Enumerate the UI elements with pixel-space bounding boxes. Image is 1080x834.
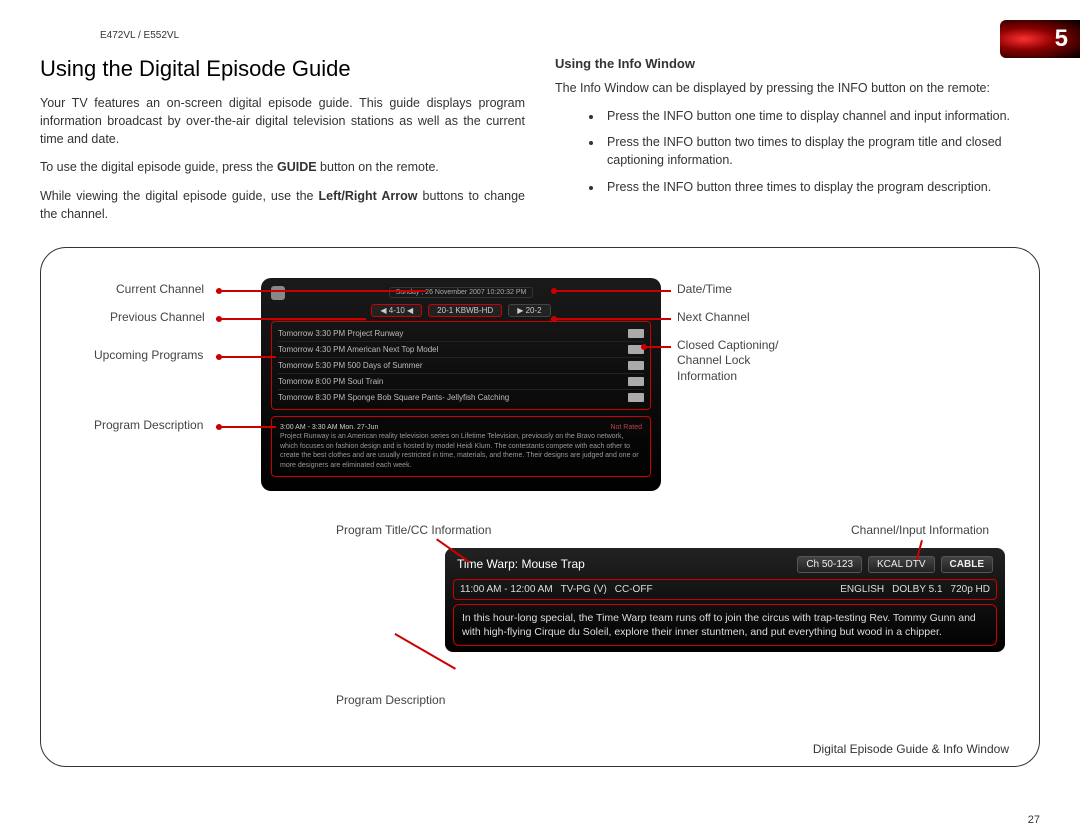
leader-line [551, 290, 671, 292]
leader-line [216, 318, 366, 320]
info-bullet-3: Press the INFO button three times to dis… [603, 178, 1040, 196]
info-cc-row: 11:00 AM - 12:00 AM TV-PG (V) CC-OFF ENG… [453, 579, 997, 600]
diagram-caption: Digital Episode Guide & Info Window [813, 742, 1009, 756]
info-bullet-2: Press the INFO button two times to displ… [603, 133, 1040, 169]
leader-line [216, 356, 276, 358]
guide-next-channel: ▶ 20-2 [508, 304, 550, 317]
info-channel-name: KCAL DTV [868, 556, 935, 573]
info-input: CABLE [941, 556, 993, 573]
section-title-right: Using the Info Window [555, 56, 1040, 71]
section-title-left: Using the Digital Episode Guide [40, 56, 525, 82]
info-channel: Ch 50-123 [797, 556, 862, 573]
info-bullet-1: Press the INFO button one time to displa… [603, 107, 1040, 125]
callout-datetime: Date/Time [677, 282, 732, 296]
callout-current-channel: Current Channel [116, 282, 204, 296]
cc-badge-icon [628, 361, 644, 370]
leader-line [216, 290, 426, 292]
guide-description: 3:00 AM - 3:30 AM Mon. 27-Jun Not Rated … [271, 416, 651, 477]
guide-prev-channel: ◀ 4-10 ◀ [371, 304, 422, 317]
chapter-tab: 5 [1000, 20, 1080, 58]
list-item: Tomorrow 8:00 PM Soul Train [278, 374, 644, 390]
list-item: Tomorrow 3:30 PM Project Runway [278, 326, 644, 342]
info-window-screenshot: Time Warp: Mouse Trap Ch 50-123 KCAL DTV… [445, 548, 1005, 652]
callout-upcoming: Upcoming Programs [94, 348, 203, 362]
right-column: Using the Info Window The Info Window ca… [555, 56, 1040, 233]
info-description: In this hour-long special, the Time Warp… [453, 604, 997, 646]
guide-program-list: Tomorrow 3:30 PM Project Runway Tomorrow… [271, 321, 651, 410]
list-item: Tomorrow 5:30 PM 500 Days of Summer [278, 358, 644, 374]
leader-line [216, 426, 276, 428]
left-p3: While viewing the digital episode guide,… [40, 187, 525, 223]
callout-next-channel: Next Channel [677, 310, 750, 324]
list-item: Tomorrow 4:30 PM American Next Top Model [278, 342, 644, 358]
page-number: 27 [1028, 814, 1040, 826]
diagram-frame: Sunday , 26 November 2007 10:20:32 PM ◀ … [40, 247, 1040, 767]
leader-line [641, 346, 671, 348]
left-column: Using the Digital Episode Guide Your TV … [40, 56, 525, 233]
model-header: E472VL / E552VL [100, 30, 1040, 41]
cc-badge-icon [628, 377, 644, 386]
callout-previous-channel: Previous Channel [110, 310, 205, 324]
callout-cc-lock: Closed Captioning/ Channel Lock Informat… [677, 338, 778, 385]
callout-progdesc2: Program Description [336, 693, 445, 707]
content-columns: Using the Digital Episode Guide Your TV … [40, 56, 1040, 233]
guide-current-channel: 20-1 KBWB-HD [428, 304, 502, 317]
guide-logo-icon [271, 286, 285, 300]
info-button-list: Press the INFO button one time to displa… [603, 107, 1040, 196]
info-title: Time Warp: Mouse Trap [457, 557, 585, 571]
left-p1: Your TV features an on-screen digital ep… [40, 94, 525, 148]
callout-prog-title-cc: Program Title/CC Information [336, 523, 491, 537]
list-item: Tomorrow 8:30 PM Sponge Bob Square Pants… [278, 390, 644, 405]
cc-badge-icon [628, 393, 644, 402]
guide-screenshot: Sunday , 26 November 2007 10:20:32 PM ◀ … [261, 278, 661, 491]
leader-line [551, 318, 671, 320]
callout-progdesc: Program Description [94, 418, 203, 432]
right-p1: The Info Window can be displayed by pres… [555, 79, 1040, 97]
cc-badge-icon [628, 329, 644, 338]
callout-channel-input: Channel/Input Information [851, 523, 989, 537]
left-p2: To use the digital episode guide, press … [40, 158, 525, 176]
